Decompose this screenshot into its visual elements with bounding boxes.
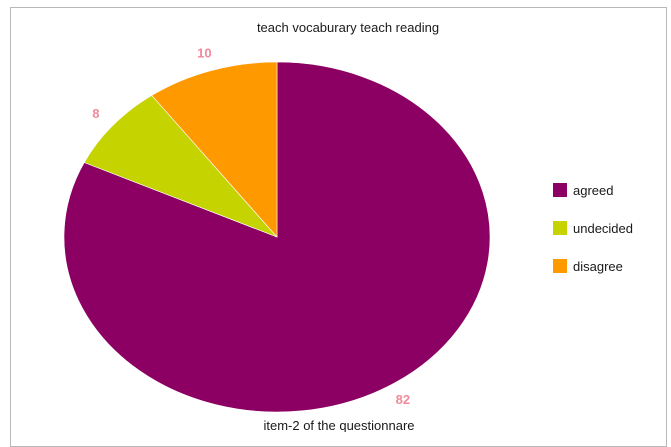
legend-label-agreed: agreed — [573, 183, 613, 198]
data-label-disagree: 10 — [197, 45, 211, 60]
pie-slice-disagree — [151, 61, 278, 238]
chart-title: teach vocaburary teach reading — [257, 20, 439, 35]
pie-slice-agreed — [63, 61, 491, 413]
pie-slice-undecided — [83, 95, 278, 238]
legend: agreed undecided disagree — [553, 183, 633, 274]
chart-caption: item-2 of the questionnare — [263, 418, 414, 432]
legend-label-disagree: disagree — [573, 259, 623, 274]
legend-swatch-agreed — [553, 183, 567, 197]
pie-data-labels: 82 8 10 — [92, 45, 410, 407]
pie-slices — [63, 61, 491, 413]
data-label-undecided: 8 — [92, 106, 99, 121]
legend-swatch-undecided — [553, 221, 567, 235]
pie-chart: teach vocaburary teach reading 82 8 10 agr… — [63, 20, 633, 432]
legend-label-undecided: undecided — [573, 221, 633, 236]
data-label-agreed: 82 — [396, 392, 410, 407]
legend-swatch-disagree — [553, 259, 567, 273]
